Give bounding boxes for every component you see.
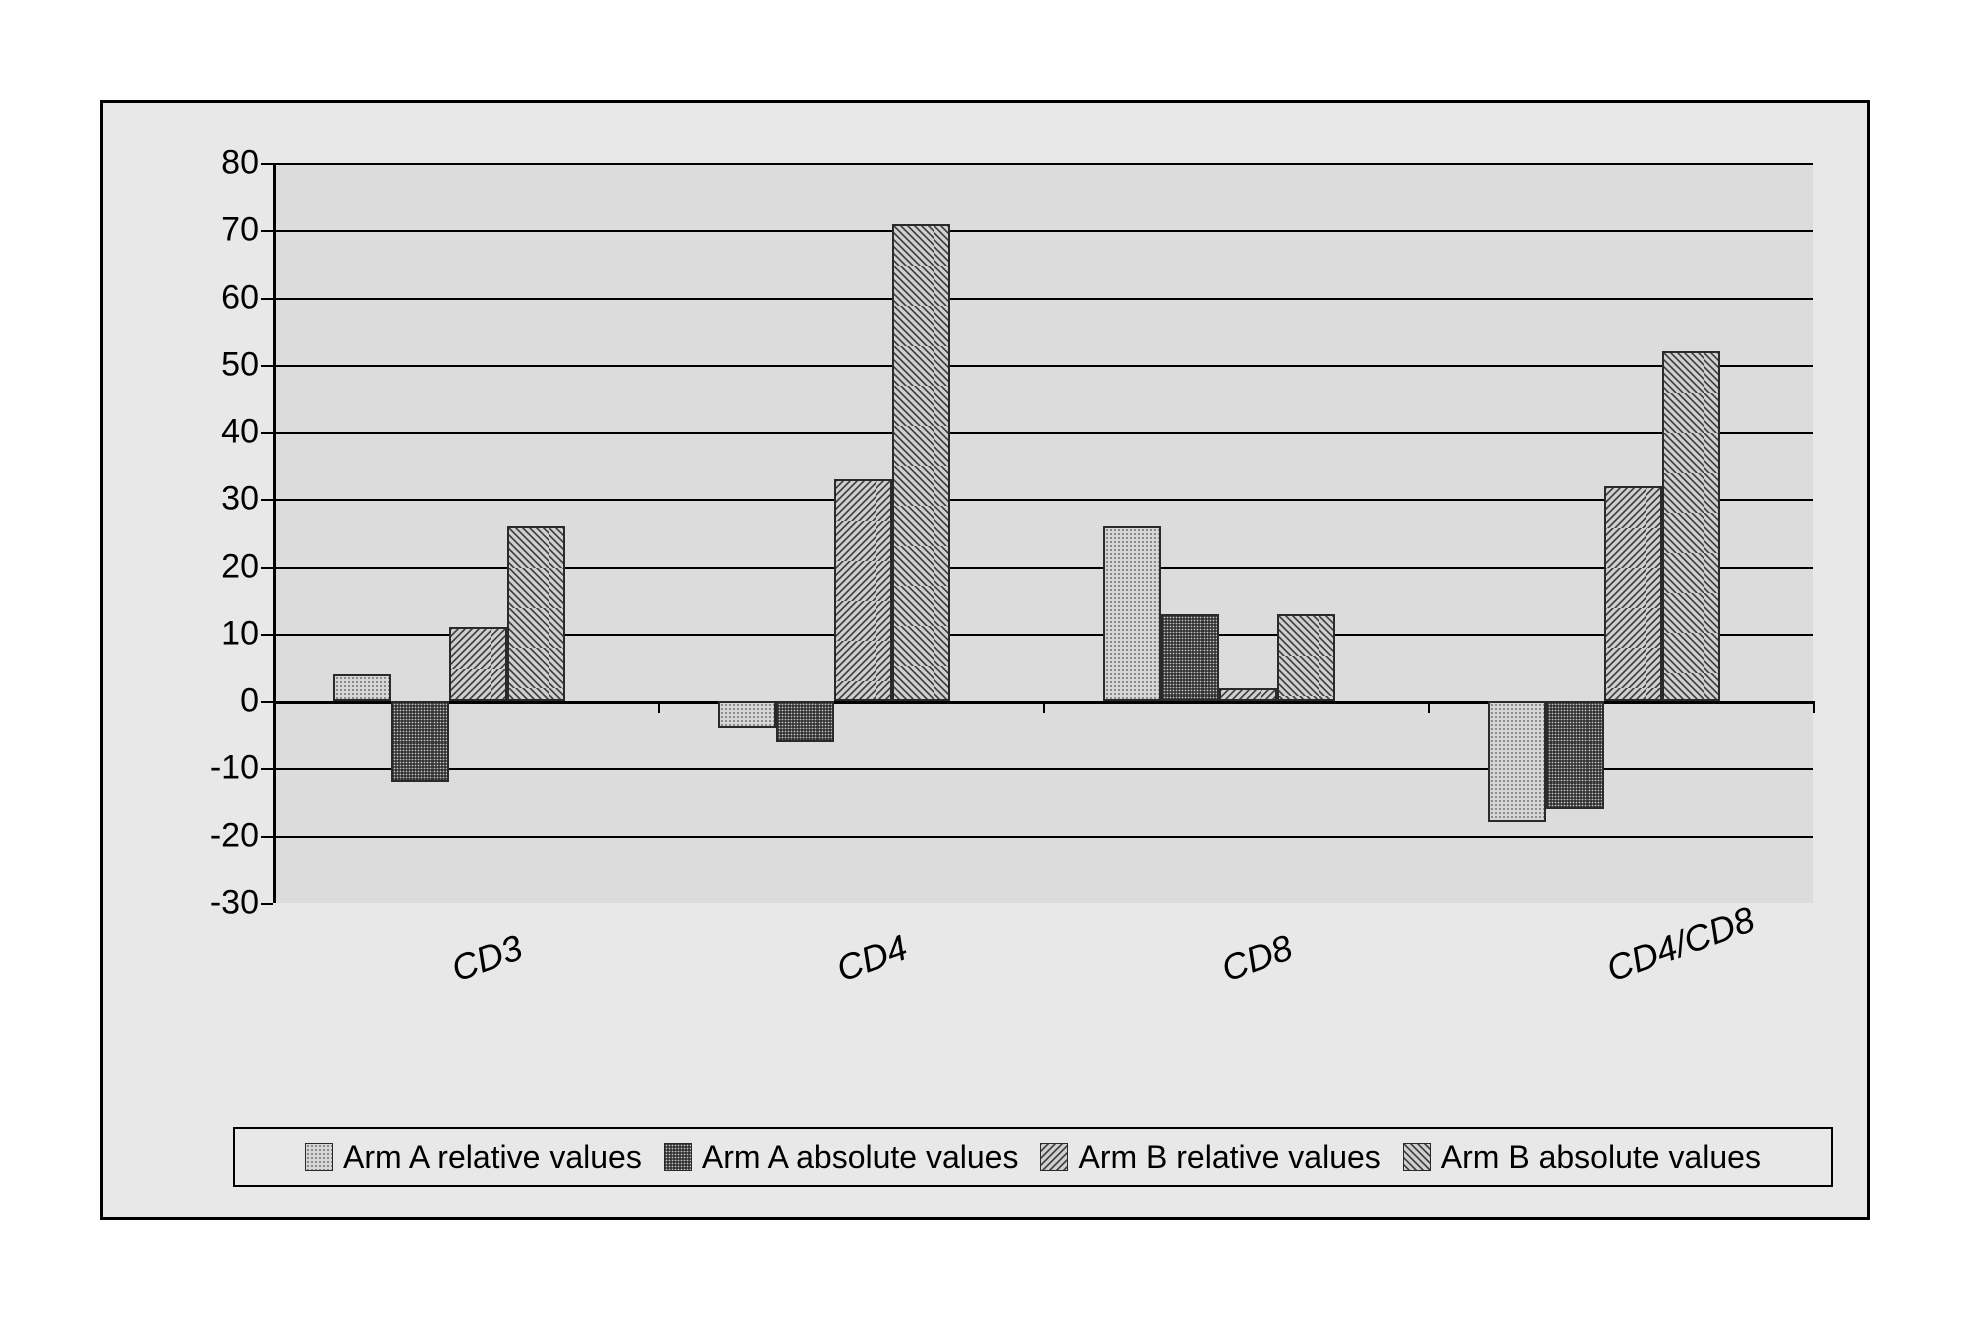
- legend-swatch: [1403, 1143, 1431, 1171]
- bar: [1161, 614, 1219, 701]
- gridline: [273, 499, 1813, 501]
- y-tick-label: 20: [221, 547, 273, 586]
- gridline: [273, 298, 1813, 300]
- x-tick-mark: [1043, 701, 1045, 713]
- bar: [1488, 701, 1546, 822]
- y-tick-label: -30: [210, 884, 273, 923]
- x-category-label: CD4/CD8: [1601, 898, 1760, 990]
- legend-label: Arm B relative values: [1078, 1139, 1380, 1176]
- y-tick-label: 70: [221, 211, 273, 250]
- x-tick-mark: [658, 701, 660, 713]
- bar: [718, 701, 776, 728]
- x-category-label: CD4: [831, 926, 913, 990]
- legend-label: Arm A relative values: [343, 1139, 642, 1176]
- gridline: [273, 365, 1813, 367]
- y-tick-label: 50: [221, 345, 273, 384]
- legend-item: Arm A absolute values: [664, 1139, 1019, 1176]
- page: -30-20-1001020304050607080 Arm A relativ…: [0, 0, 1966, 1332]
- bar: [1277, 614, 1335, 701]
- bar: [1219, 688, 1277, 701]
- gridline: [273, 836, 1813, 838]
- y-tick-label: 0: [240, 682, 273, 721]
- chart-panel: -30-20-1001020304050607080 Arm A relativ…: [100, 100, 1870, 1220]
- legend-item: Arm A relative values: [305, 1139, 642, 1176]
- y-tick-label: 30: [221, 480, 273, 519]
- y-tick-label: 40: [221, 413, 273, 452]
- legend-swatch: [305, 1143, 333, 1171]
- x-category-label: CD3: [446, 926, 528, 990]
- legend-label: Arm B absolute values: [1441, 1139, 1761, 1176]
- bar: [1103, 526, 1161, 701]
- gridline: [273, 163, 1813, 165]
- legend-swatch: [664, 1143, 692, 1171]
- bar: [776, 701, 834, 741]
- legend-swatch: [1040, 1143, 1068, 1171]
- bar: [391, 701, 449, 782]
- legend-item: Arm B relative values: [1040, 1139, 1380, 1176]
- bar: [1604, 486, 1662, 701]
- bar: [333, 674, 391, 701]
- x-category-label: CD8: [1216, 926, 1298, 990]
- legend-label: Arm A absolute values: [702, 1139, 1019, 1176]
- bar: [892, 224, 950, 702]
- gridline: [273, 432, 1813, 434]
- legend-item: Arm B absolute values: [1403, 1139, 1761, 1176]
- y-tick-label: 60: [221, 278, 273, 317]
- bar: [507, 526, 565, 701]
- plot-area: -30-20-1001020304050607080: [273, 163, 1813, 903]
- bar: [1546, 701, 1604, 809]
- gridline: [273, 567, 1813, 569]
- x-tick-mark: [1813, 701, 1815, 713]
- bar: [834, 479, 892, 701]
- x-tick-mark: [1428, 701, 1430, 713]
- bar: [1662, 351, 1720, 701]
- bar: [449, 627, 507, 701]
- legend: Arm A relative values Arm A absolute valu…: [233, 1127, 1833, 1187]
- x-tick-mark: [273, 701, 275, 713]
- y-tick-label: -20: [210, 816, 273, 855]
- y-tick-label: 80: [221, 144, 273, 183]
- y-tick-label: -10: [210, 749, 273, 788]
- y-tick-label: 10: [221, 614, 273, 653]
- gridline: [273, 230, 1813, 232]
- y-axis: [273, 163, 276, 903]
